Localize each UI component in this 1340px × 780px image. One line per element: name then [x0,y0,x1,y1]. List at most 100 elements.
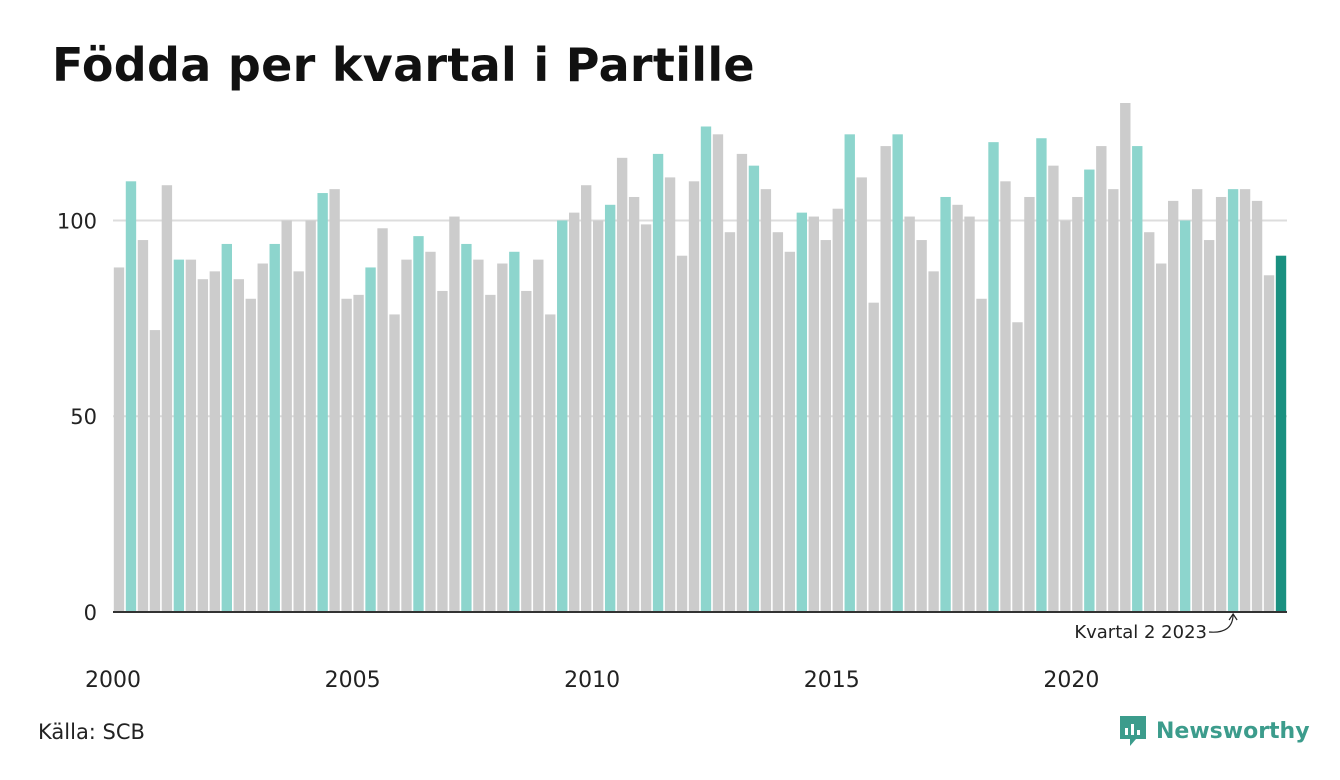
x-tick-label: 2010 [564,668,620,693]
bar [916,240,927,613]
newsworthy-logo-icon [1120,716,1146,746]
brand-name: Newsworthy [1156,718,1310,744]
bar [1168,200,1179,612]
bar [976,298,987,612]
bar [1263,275,1275,612]
x-tick-label: 2000 [85,668,141,693]
bar [724,232,736,612]
bar [820,240,831,613]
bar [281,220,292,612]
bar [676,255,688,612]
annotation-text: Kvartal 2 2023 [1074,622,1207,643]
source-label: Källa: SCB [38,720,145,744]
bar [509,251,520,612]
bar [137,240,149,613]
bar [233,279,244,612]
bar [161,185,173,612]
y-tick-label: 50 [70,405,97,429]
brand-logo[interactable]: Newsworthy [1118,714,1310,748]
bar [784,251,796,612]
bar [473,259,484,612]
bar [221,243,232,612]
bar [688,181,700,612]
bar [604,204,616,613]
bar [1108,189,1119,612]
bar [497,263,508,612]
bar [113,267,125,612]
x-tick-label: 2020 [1043,668,1099,693]
bar [1084,169,1095,612]
bar [209,271,221,612]
bar [904,216,915,613]
bar [425,251,436,612]
bar [832,208,843,612]
bar [856,177,867,612]
bar [305,220,316,612]
bar [1203,240,1215,613]
bar [928,271,939,612]
bar [353,294,364,612]
x-tick-label: 2005 [325,668,381,693]
bar [760,189,772,612]
bar [341,298,352,612]
bar [185,259,197,612]
bar [628,196,640,612]
bar [712,134,724,612]
bar [868,302,879,612]
chart-title: Födda per kvartal i Partille [52,38,755,92]
bar [437,290,448,612]
bar [149,330,161,612]
bar [1048,165,1059,612]
bar [880,146,891,612]
y-tick-label: 100 [57,209,97,233]
bar [533,259,544,612]
annotation-arrowhead [1228,612,1238,621]
bar [1012,322,1023,612]
bar [1024,196,1035,612]
bar [1251,200,1263,612]
bar [569,212,580,612]
bar [197,279,209,612]
bar [664,177,676,612]
bar [964,216,975,613]
bar [401,259,412,612]
bar [1072,196,1083,612]
bar [521,290,532,612]
bar [1120,103,1131,612]
bar [796,212,808,612]
bar [748,165,760,612]
bar [545,314,556,612]
bar [125,181,137,612]
bar [329,189,340,612]
bar [1036,138,1047,613]
bar [1227,189,1239,612]
bar [365,267,376,612]
bar [449,216,460,613]
y-tick-label: 0 [84,601,97,625]
bar [485,294,496,612]
bar [1191,189,1203,612]
bar [844,134,855,612]
bar [616,157,628,612]
bar [557,220,568,612]
bar [1215,196,1227,612]
bar [1275,255,1287,612]
bar [772,232,784,612]
bar [1239,189,1251,612]
bar [257,263,268,612]
annotation-arrow [1208,613,1234,633]
bar [640,224,652,612]
bar [269,243,280,612]
bar [1144,232,1155,612]
annotation: Kvartal 2 2023 [1074,612,1238,643]
bar [413,236,424,612]
bar [1156,263,1167,612]
bar [988,142,999,612]
bar [808,216,819,613]
bar-chart: 0 50 100 2000 2005 2010 2015 2020 Kvartal 2 202… [57,103,1287,693]
bar [1132,146,1143,612]
bar [461,243,472,612]
bar [892,134,903,612]
bar [293,271,304,612]
bar [652,153,664,612]
